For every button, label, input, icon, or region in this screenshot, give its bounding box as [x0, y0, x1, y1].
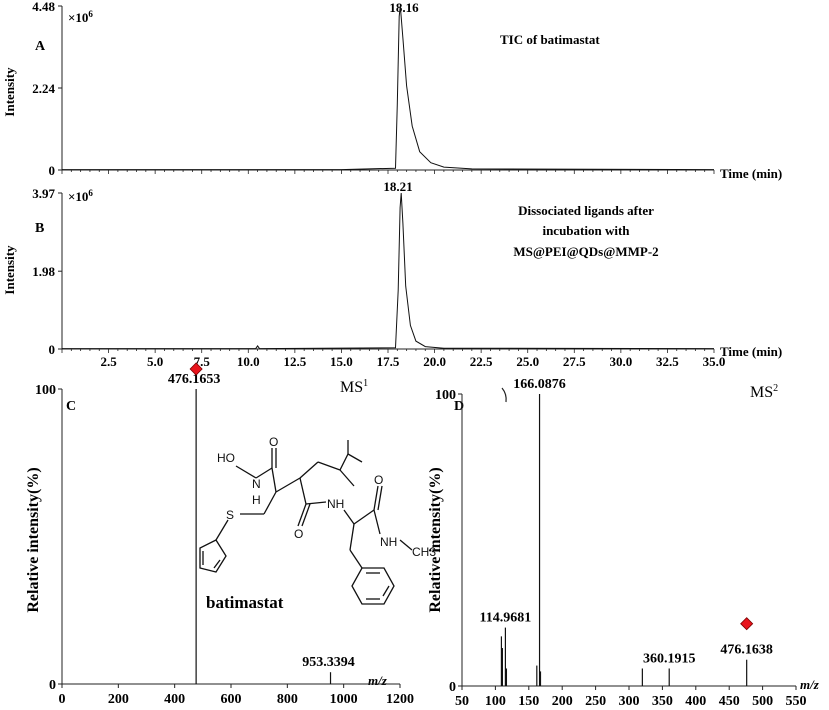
panel-b-x-tick-label: 32.5 — [656, 354, 679, 369]
atom-label: HO — [217, 451, 235, 465]
atom-label: O — [294, 527, 303, 541]
compound-name: batimastat — [206, 593, 284, 612]
atom-label: H — [252, 493, 261, 507]
panel-b-y-tick-label: 0 — [49, 342, 56, 357]
panel-d-x-tick-label: 100 — [485, 694, 506, 709]
atom-label: O — [269, 435, 278, 449]
panel-d-x-tick-label: 400 — [685, 694, 706, 709]
panel-a-letter: A — [35, 39, 46, 54]
panel-b-x-tick-label: 15.0 — [330, 354, 353, 369]
panel-c-xlabel: m/z — [368, 673, 388, 688]
panel-d-x-tick-label: 300 — [619, 694, 640, 709]
atom-label: NH — [327, 497, 344, 511]
panel-c-ylabel: Relative intensity(%) — [25, 467, 42, 612]
panel-d-peak-label: 360.1915 — [643, 651, 696, 666]
panel-d-x-tick-label: 250 — [585, 694, 606, 709]
panel-c-y-tick-label: 0 — [49, 678, 56, 693]
panel-d-y-tick-label: 100 — [435, 388, 456, 403]
panel-a-title: TIC of batimastat — [500, 32, 600, 47]
atom-label: CH3 — [412, 545, 436, 559]
panel-c-x-tick-label: 800 — [277, 692, 298, 707]
panel-b-y-tick-label: 1.98 — [32, 264, 55, 279]
panel-b-x-tick-label: 17.5 — [377, 354, 400, 369]
batimastat-structure — [199, 440, 413, 605]
panel-c-peak-label: 953.3394 — [302, 655, 355, 670]
panel-d-x-tick-label: 200 — [552, 694, 573, 709]
panel-d-y-tick-label: 0 — [449, 680, 456, 695]
panel-a-y-tick-label: 2.24 — [32, 81, 55, 96]
panel-d-x-tick-label: 500 — [752, 694, 773, 709]
panel-b-title-line-3: MS@PEI@QDs@MMP-2 — [513, 244, 658, 259]
atom-label: N — [252, 477, 261, 491]
panel-b-letter: B — [35, 221, 44, 236]
structure-atom-labels: HO N H O S O NH O NH CH3 — [217, 435, 436, 559]
atom-label: S — [226, 508, 234, 522]
panel-c-precursor-marker — [189, 362, 203, 376]
panel-a-peak-label: 18.16 — [389, 0, 419, 15]
panel-d-x-tick-label: 550 — [786, 694, 807, 709]
panel-b-x-tick-label: 12.5 — [283, 354, 306, 369]
panel-c-x-tick-label: 1200 — [386, 692, 414, 707]
atom-label: O — [374, 473, 383, 487]
panel-b-x-tick-label: 10.0 — [237, 354, 260, 369]
panel-b-xlabel: Time (min) — [720, 344, 782, 359]
panel-b-trace — [62, 192, 715, 350]
panel-b-x-tick-label: 35.0 — [703, 354, 726, 369]
panel-b-x-tick-label: 2.5 — [100, 354, 117, 369]
panel-c-x-tick-label: 600 — [221, 692, 242, 707]
panel-a-y-tick-label: 4.48 — [32, 0, 55, 14]
panel-d-peak-label: 114.9681 — [480, 611, 532, 626]
panel-a-chromatogram: A ×106 TIC of batimastat 18.16 Intensity… — [2, 0, 782, 181]
panel-d-peak-label: 166.0876 — [513, 377, 566, 392]
panel-b-exponent: ×106 — [68, 188, 93, 204]
panel-b-title-line-2: incubation with — [542, 223, 630, 238]
panel-c-title: MS1 — [340, 378, 368, 396]
panel-b-x-tick-label: 27.5 — [563, 354, 586, 369]
panel-b-x-tick-label: 20.0 — [423, 354, 446, 369]
panel-c-peak-label: 476.1653 — [168, 372, 221, 387]
panel-c-ms1-spectrum: C MS1 Relative intensity(%) m/z batimast… — [25, 378, 388, 688]
panel-b-chromatogram: B ×106 Dissociated ligands after incubat… — [2, 179, 782, 359]
panel-d-ylabel: Relative intensity(%) — [427, 467, 444, 612]
panel-a-y-tick-label: 0 — [49, 163, 56, 178]
panel-c-x-tick-label: 0 — [59, 692, 66, 707]
panel-a-exponent: ×106 — [68, 9, 93, 25]
panel-c-letter: C — [66, 399, 76, 414]
panel-d-x-tick-label: 150 — [518, 694, 539, 709]
panel-b-x-tick-label: 5.0 — [147, 354, 163, 369]
panel-d-xlabel: m/z — [800, 677, 820, 692]
panel-d-title: MS2 — [750, 383, 778, 401]
panel-b-peak-label: 18.21 — [383, 179, 412, 194]
panel-d-x-tick-label: 350 — [652, 694, 673, 709]
panel-d-precursor-marker — [740, 617, 754, 631]
panel-b-ylabel: Intensity — [2, 245, 17, 295]
panel-c-y-tick-label: 100 — [35, 383, 56, 398]
panel-a-ylabel: Intensity — [2, 67, 17, 117]
panel-c-x-tick-label: 1000 — [330, 692, 358, 707]
panel-b-title-line-1: Dissociated ligands after — [518, 203, 654, 218]
panel-a-trace — [62, 5, 715, 171]
decorative-tick-mark — [501, 387, 507, 403]
panel-d-letter: D — [454, 399, 464, 414]
panel-b-x-tick-label: 25.0 — [516, 354, 539, 369]
panel-c-x-tick-label: 200 — [108, 692, 129, 707]
panel-c-x-tick-label: 400 — [164, 692, 185, 707]
panel-b-y-tick-label: 3.97 — [32, 186, 55, 201]
panel-d-peak-label: 476.1638 — [720, 643, 773, 658]
panel-d-x-tick-label: 450 — [719, 694, 740, 709]
panel-b-x-tick-label: 22.5 — [470, 354, 493, 369]
atom-label: NH — [380, 535, 397, 549]
panel-d-x-tick-label: 50 — [455, 694, 469, 709]
panel-b-x-tick-label: 30.0 — [609, 354, 632, 369]
panel-d-ms2-spectrum: D MS2 Relative intensity(%) m/z — [427, 383, 820, 692]
panel-a-xlabel: Time (min) — [720, 166, 782, 181]
